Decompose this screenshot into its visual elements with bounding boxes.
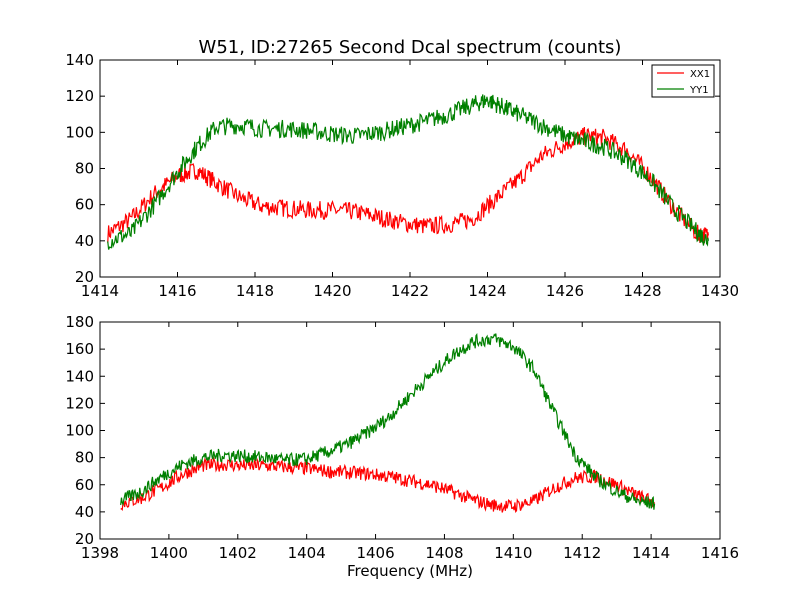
bottom-y-tick-label: 140 [65,367,94,385]
top-x-tick-label: 1424 [468,282,506,300]
bottom-x-tick-label: 1398 [81,544,119,562]
bottom-x-tick-label: 1408 [425,544,463,562]
bottom-y-tick-label: 180 [65,313,94,331]
bottom-plot-frame [100,322,720,539]
top-x-tick-label: 1428 [623,282,661,300]
chart-title: W51, ID:27265 Second Dcal spectrum (coun… [199,37,622,58]
top-plot: 1414 1416 1418 1420 1422 1424 1426 1428 1430 20 40… [65,51,739,300]
top-series-layer [107,94,709,250]
bottom-x-tick-label: 1416 [701,544,739,562]
bottom-y-tick-label: 80 [75,449,94,467]
bottom-y-tick-label: 100 [65,422,94,440]
top-y-tick-label: 20 [75,268,94,286]
top-x-tick-label: 1414 [81,282,119,300]
bottom-x-tick-label: 1404 [288,544,326,562]
bottom-x-tick-label: 1410 [494,544,532,562]
top-x-tick-label: 1420 [313,282,351,300]
top-x-tick-label: 1422 [391,282,429,300]
bottom-y-tick-label: 40 [75,503,94,521]
bottom-ticks-layer: 1398 1400 1402 1404 1406 1408 1410 1412 1414 1416… [65,313,739,562]
bottom-y-tick-label: 60 [75,476,94,494]
top-x-tick-label: 1426 [546,282,584,300]
top-y-tick-label: 140 [65,51,94,69]
bottom-y-tick-label: 120 [65,394,94,412]
bottom-y-tick-label: 20 [75,530,94,548]
top-ticks-layer: 1414 1416 1418 1420 1422 1424 1426 1428 1430 20 40… [65,51,739,300]
top-legend: XX1 YY1 [651,64,715,98]
bottom-series-xx1-line [120,456,656,513]
bottom-series-layer [120,333,656,513]
bottom-x-tick-label: 1402 [219,544,257,562]
top-series-xx1-line [107,126,709,244]
bottom-x-tick-label: 1414 [632,544,670,562]
top-x-tick-label: 1418 [236,282,274,300]
x-axis-label: Frequency (MHz) [347,562,473,580]
bottom-x-tick-label: 1412 [563,544,601,562]
top-plot-frame [100,60,720,277]
top-x-tick-label: 1430 [701,282,739,300]
top-y-tick-label: 80 [75,160,94,178]
bottom-x-tick-label: 1406 [356,544,394,562]
top-y-tick-label: 120 [65,87,94,105]
top-y-tick-label: 40 [75,232,94,250]
legend-label-yy1: YY1 [689,85,709,96]
legend-label-xx1: XX1 [690,69,710,80]
top-x-tick-label: 1416 [158,282,196,300]
top-series-yy1-line [107,94,709,250]
bottom-series-yy1-line [120,333,656,510]
bottom-x-tick-label: 1400 [150,544,188,562]
top-y-tick-label: 100 [65,123,94,141]
legend-box [651,64,715,98]
top-y-tick-label: 60 [75,196,94,214]
bottom-y-tick-label: 160 [65,340,94,358]
bottom-plot: 1398 1400 1402 1404 1406 1408 1410 1412 1414 1416… [65,313,739,562]
